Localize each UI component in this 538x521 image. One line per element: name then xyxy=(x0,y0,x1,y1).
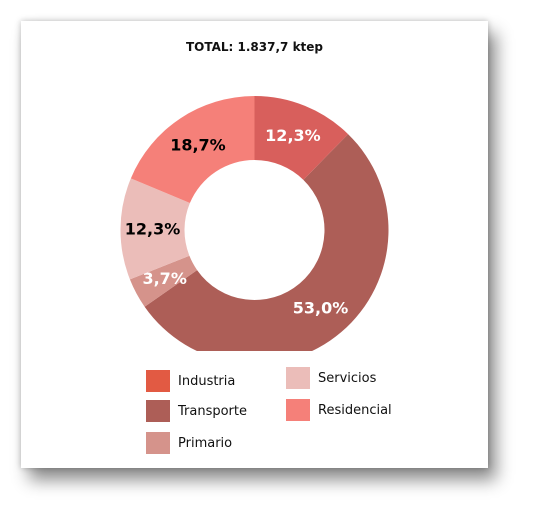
slice-servicios xyxy=(120,178,190,280)
legend-item-servicios: Servicios xyxy=(286,366,376,390)
legend-item-transporte: Transporte xyxy=(146,399,247,423)
legend-item-residencial: Residencial xyxy=(286,398,392,422)
legend-swatch xyxy=(286,367,310,389)
slice-label-industria: 12,3% xyxy=(265,126,321,145)
legend-swatch xyxy=(146,370,170,392)
slice-residencial xyxy=(130,95,255,204)
slice-primario xyxy=(129,255,198,307)
legend-swatch xyxy=(146,400,170,422)
legend-label: Primario xyxy=(178,435,233,451)
legend-label: Transporte xyxy=(178,403,247,419)
chart-title: TOTAL: 1.837,7 ktep xyxy=(185,40,324,54)
slice-label-primario: 3,7% xyxy=(142,269,186,288)
legend-item-industria: Industria xyxy=(146,369,235,393)
legend-label: Servicios xyxy=(318,370,377,386)
slice-label-transporte: 53,0% xyxy=(293,298,349,317)
slice-label-residencial: 18,7% xyxy=(170,136,226,155)
legend-label: Residencial xyxy=(318,402,392,418)
slice-industria xyxy=(254,96,349,180)
legend-swatch xyxy=(146,432,170,454)
legend-item-primario: Primario xyxy=(146,431,232,455)
donut-chart: 53,0% 3,7% 12,3% 18,7% 12,3% xyxy=(120,95,389,351)
legend-label: Industria xyxy=(178,373,236,389)
slice-label-servicios: 12,3% xyxy=(125,220,181,239)
slice-transporte xyxy=(144,134,389,351)
legend-swatch xyxy=(286,399,310,421)
chart-card: TOTAL: 1.837,7 ktep 53,0% 3,7% 12,3% 18,7% 1… xyxy=(21,21,488,468)
